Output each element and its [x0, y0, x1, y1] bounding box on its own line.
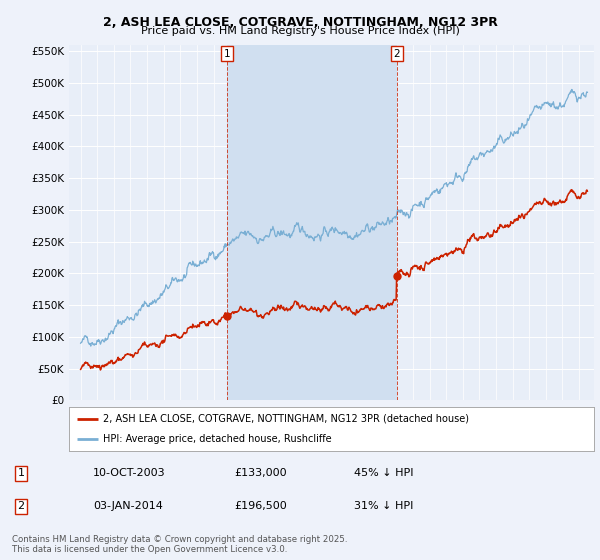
Text: 2: 2 [17, 501, 25, 511]
Text: 45% ↓ HPI: 45% ↓ HPI [354, 468, 413, 478]
Text: 03-JAN-2014: 03-JAN-2014 [93, 501, 163, 511]
Text: Price paid vs. HM Land Registry's House Price Index (HPI): Price paid vs. HM Land Registry's House … [140, 26, 460, 36]
Text: 10-OCT-2003: 10-OCT-2003 [93, 468, 166, 478]
Text: £133,000: £133,000 [234, 468, 287, 478]
Text: 31% ↓ HPI: 31% ↓ HPI [354, 501, 413, 511]
Text: 2, ASH LEA CLOSE, COTGRAVE, NOTTINGHAM, NG12 3PR: 2, ASH LEA CLOSE, COTGRAVE, NOTTINGHAM, … [103, 16, 497, 29]
Text: 1: 1 [17, 468, 25, 478]
Text: This data is licensed under the Open Government Licence v3.0.: This data is licensed under the Open Gov… [12, 545, 287, 554]
Text: Contains HM Land Registry data © Crown copyright and database right 2025.: Contains HM Land Registry data © Crown c… [12, 535, 347, 544]
Text: 1: 1 [223, 49, 230, 59]
Text: £196,500: £196,500 [234, 501, 287, 511]
Text: 2: 2 [394, 49, 400, 59]
Text: 2, ASH LEA CLOSE, COTGRAVE, NOTTINGHAM, NG12 3PR (detached house): 2, ASH LEA CLOSE, COTGRAVE, NOTTINGHAM, … [103, 414, 469, 424]
Bar [227, 45, 397, 400]
Text: HPI: Average price, detached house, Rushcliffe: HPI: Average price, detached house, Rush… [103, 434, 332, 444]
